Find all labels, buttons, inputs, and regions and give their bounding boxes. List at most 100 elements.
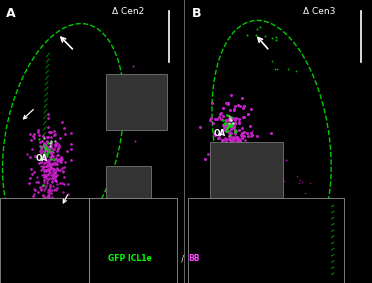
Point [232, 145, 238, 149]
Point [38, 247, 44, 252]
Point [41, 172, 46, 177]
Point [25, 212, 31, 216]
Point [222, 136, 228, 140]
Point [239, 151, 245, 155]
Point [244, 153, 250, 158]
Point [45, 194, 51, 199]
Point [115, 168, 121, 172]
Point [37, 261, 43, 265]
Point [229, 150, 235, 155]
Point [283, 255, 289, 260]
Point [197, 221, 203, 226]
Point [216, 133, 222, 137]
Point [113, 187, 119, 192]
Point [274, 245, 280, 250]
Point [260, 265, 266, 269]
Point [234, 147, 240, 151]
Point [26, 240, 32, 244]
Point [222, 139, 228, 143]
Point [277, 238, 283, 242]
Point [33, 211, 39, 216]
Point [237, 176, 243, 181]
Point [234, 146, 240, 151]
Point [244, 130, 250, 135]
Point [54, 188, 60, 192]
Point [49, 177, 55, 181]
Point [238, 164, 244, 169]
Point [31, 133, 36, 138]
Point [289, 225, 295, 230]
Point [48, 140, 54, 144]
Point [48, 143, 54, 147]
Point [137, 85, 142, 89]
Point [35, 202, 41, 207]
Point [143, 200, 149, 205]
Point [46, 211, 52, 215]
Point [124, 192, 130, 197]
Point [44, 146, 50, 151]
Point [43, 184, 49, 189]
Point [223, 100, 229, 105]
Point [282, 233, 288, 238]
Point [240, 151, 246, 155]
Point [130, 219, 136, 223]
Point [44, 243, 49, 248]
Point [44, 151, 50, 156]
Point [47, 175, 53, 180]
Point [33, 204, 39, 209]
Point [36, 221, 42, 226]
Point [68, 131, 74, 136]
Point [222, 140, 228, 145]
Point [46, 130, 52, 134]
Point [64, 149, 70, 153]
Point [55, 168, 61, 173]
Point [273, 273, 279, 277]
Point [55, 147, 61, 151]
Point [226, 130, 232, 135]
Point [135, 253, 141, 257]
Point [134, 125, 140, 130]
Point [208, 116, 214, 121]
Point [239, 131, 245, 136]
Point [131, 87, 137, 91]
Point [301, 227, 307, 231]
Point [301, 201, 307, 205]
Point [228, 124, 234, 128]
Point [218, 131, 224, 136]
Point [38, 186, 44, 191]
Point [229, 125, 235, 130]
Point [44, 273, 50, 277]
Point [238, 146, 244, 151]
Point [224, 124, 230, 128]
Point [10, 208, 16, 213]
Point [27, 175, 33, 180]
Point [125, 241, 131, 246]
Point [40, 183, 46, 188]
Point [47, 163, 53, 168]
Point [128, 265, 134, 269]
Point [234, 140, 240, 144]
Point [42, 146, 48, 150]
Point [216, 136, 222, 140]
Point [241, 197, 247, 201]
Point [53, 143, 59, 147]
Point [42, 147, 48, 152]
Point [141, 225, 147, 230]
Point [240, 159, 246, 163]
Point [128, 177, 134, 182]
Point [43, 148, 49, 153]
Point [255, 177, 261, 181]
Point [240, 106, 246, 110]
Point [301, 223, 307, 227]
Point [124, 241, 130, 246]
Point [39, 167, 45, 171]
Point [220, 138, 226, 142]
Point [119, 183, 125, 187]
Point [223, 222, 229, 227]
Point [241, 173, 247, 177]
Point [141, 240, 147, 244]
Point [220, 143, 226, 147]
Point [37, 217, 43, 222]
Point [28, 228, 33, 233]
Point [125, 243, 131, 247]
